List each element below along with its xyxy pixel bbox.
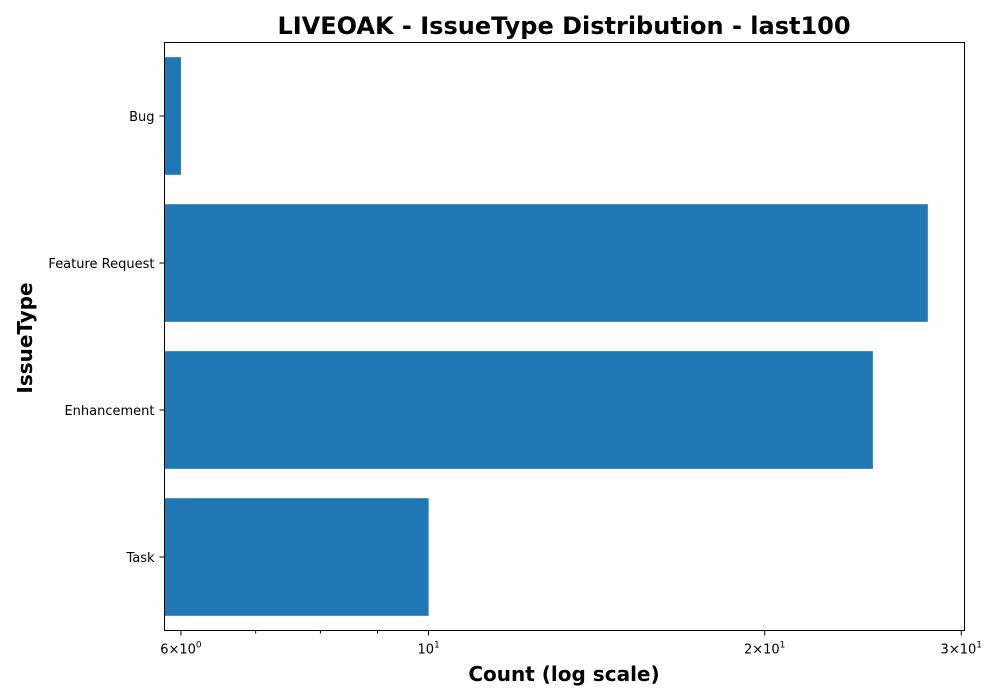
y-ticks-group: Bug Feature Request Enhancement Task	[48, 110, 165, 566]
plot-frame	[164, 42, 965, 631]
bar-task	[164, 498, 429, 616]
x-tick-label: 101	[417, 641, 439, 658]
chart-title: LIVEOAK - IssueType Distribution - last1…	[277, 12, 850, 40]
bar-feature-request	[164, 204, 928, 322]
x-tick-label: 3×101	[941, 641, 982, 658]
y-tick-label: Enhancement	[64, 404, 154, 419]
y-tick-label: Feature Request	[48, 257, 154, 272]
bars-group	[164, 57, 928, 616]
y-tick-label: Bug	[129, 110, 154, 125]
bar-bug	[164, 57, 181, 175]
x-ticks-group: 6×100 101 2×101 3×101	[160, 630, 982, 658]
x-tick-label: 2×101	[744, 641, 785, 658]
y-tick-label: Task	[125, 551, 155, 566]
y-axis-label: IssueType	[13, 282, 37, 393]
bar-enhancement	[164, 351, 873, 469]
x-axis-label: Count (log scale)	[468, 662, 659, 686]
x-tick-label: 6×100	[160, 641, 202, 658]
